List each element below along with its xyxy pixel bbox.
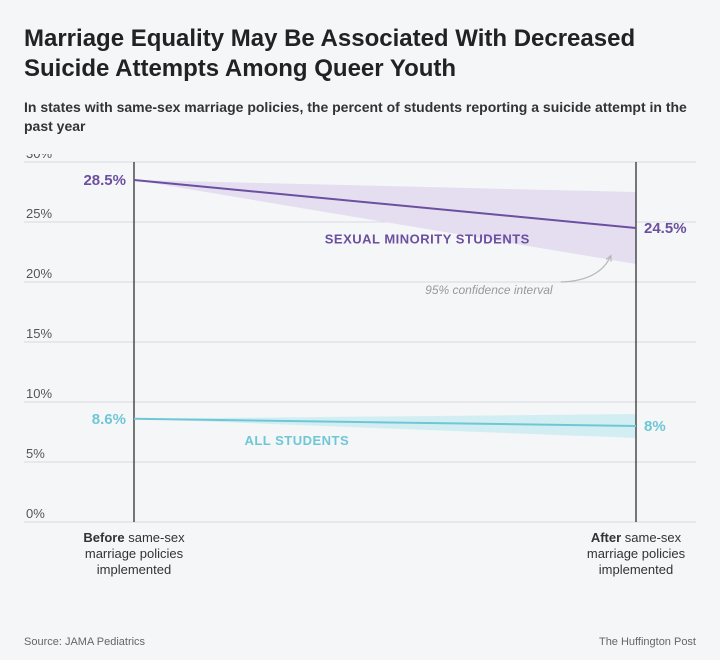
series-label: SEXUAL MINORITY STUDENTS [325, 231, 530, 246]
credit-label: The Huffington Post [599, 636, 696, 648]
y-tick-label: 15% [26, 326, 52, 341]
y-tick-label: 0% [26, 506, 45, 521]
chart-svg: 0% 5% 10% 15% 20% 25% 30% 28.5% 24.5% SEXUAL MINO… [24, 154, 696, 594]
chart-subtitle: In states with same-sex marriage policie… [24, 98, 696, 136]
ci-arrow [561, 255, 611, 281]
ci-annotation-text: 95% confidence interval [425, 283, 553, 297]
value-label-before: 28.5% [83, 172, 126, 189]
y-tick-label: 25% [26, 206, 52, 221]
y-tick-label: 5% [26, 446, 45, 461]
y-tick-label: 20% [26, 266, 52, 281]
chart-footer: Source: JAMA Pediatrics The Huffington P… [24, 636, 696, 648]
source-label: Source: JAMA Pediatrics [24, 636, 145, 648]
y-tick-label: 30% [26, 154, 52, 161]
chart-title: Marriage Equality May Be Associated With… [24, 24, 696, 84]
x-label-before: Before same-sexmarriage policiesimplemen… [83, 530, 185, 577]
x-label-after: After same-sexmarriage policiesimplement… [587, 530, 686, 577]
value-label-after: 8% [644, 418, 666, 435]
ci-fan [134, 414, 636, 438]
value-label-after: 24.5% [644, 220, 687, 237]
value-label-before: 8.6% [92, 411, 126, 428]
series-label: ALL STUDENTS [244, 433, 349, 448]
slope-chart: 0% 5% 10% 15% 20% 25% 30% 28.5% 24.5% SEXUAL MINO… [24, 154, 696, 594]
y-tick-label: 10% [26, 386, 52, 401]
